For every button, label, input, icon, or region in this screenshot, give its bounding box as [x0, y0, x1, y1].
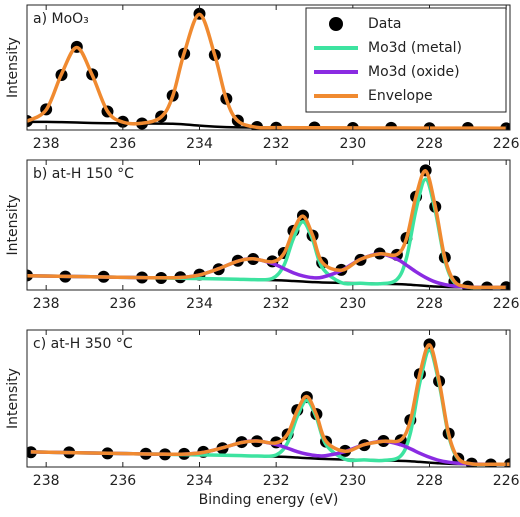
- x-tick-label: 232: [263, 296, 290, 312]
- x-tick-label: 232: [263, 136, 290, 152]
- series-line: [30, 343, 510, 467]
- plot-area: [27, 338, 510, 467]
- y-axis-label: Intensity: [5, 195, 21, 256]
- x-tick-label: 228: [416, 473, 443, 489]
- series-line: [27, 252, 507, 290]
- legend-label: Mo3d (oxide): [368, 64, 460, 80]
- plot-area: [27, 164, 510, 290]
- axes-frame: [26, 4, 511, 131]
- legend-label: Envelope: [368, 88, 433, 104]
- legend-label: Data: [368, 16, 401, 32]
- legend-marker: [329, 17, 343, 31]
- x-axis-label: Binding energy (eV): [199, 492, 339, 508]
- panel-title: b) at-H 150 °C: [33, 166, 134, 182]
- axes: 238 236 234 232 230 228 226 b) at-H 150 °C Inten…: [5, 159, 520, 312]
- panel-title: c) at-H 350 °C: [33, 336, 133, 352]
- x-tick-label: 234: [186, 296, 213, 312]
- x-tick-label: 228: [416, 136, 443, 152]
- legend-label: Mo3d (metal): [368, 40, 462, 56]
- series-line: [27, 169, 507, 290]
- axes: 238 236 234 232 230 228 226 c) at-H 350 °C Inten…: [5, 329, 520, 508]
- x-tick-label: 230: [339, 136, 366, 152]
- x-tick-label: 234: [186, 136, 213, 152]
- x-tick-label: 226: [493, 136, 520, 152]
- x-tick-label: 228: [416, 296, 443, 312]
- y-axis-label: Intensity: [5, 37, 21, 98]
- x-tick-label: 236: [109, 473, 136, 489]
- x-tick-label: 238: [33, 296, 60, 312]
- x-tick-label: 230: [339, 296, 366, 312]
- x-tick-label: 230: [339, 473, 366, 489]
- x-tick-label: 232: [263, 473, 290, 489]
- x-tick-label: 226: [493, 473, 520, 489]
- axes-frame: [26, 329, 511, 468]
- panel-title: a) MoO₃: [33, 11, 89, 27]
- x-tick-label: 234: [186, 473, 213, 489]
- axes: 238 236 234 232 230 228 226 a) MoO₃ Intensity: [5, 4, 520, 152]
- axes-frame: [26, 159, 511, 291]
- x-tick-label: 236: [109, 136, 136, 152]
- legend: Data Mo3d (metal) Mo3d (oxide) Envelope: [305, 7, 507, 113]
- x-tick-label: 238: [33, 136, 60, 152]
- y-axis-label: Intensity: [5, 368, 21, 429]
- x-tick-label: 226: [493, 296, 520, 312]
- x-tick-label: 236: [109, 296, 136, 312]
- series-line: [27, 12, 507, 130]
- x-tick-label: 238: [33, 473, 60, 489]
